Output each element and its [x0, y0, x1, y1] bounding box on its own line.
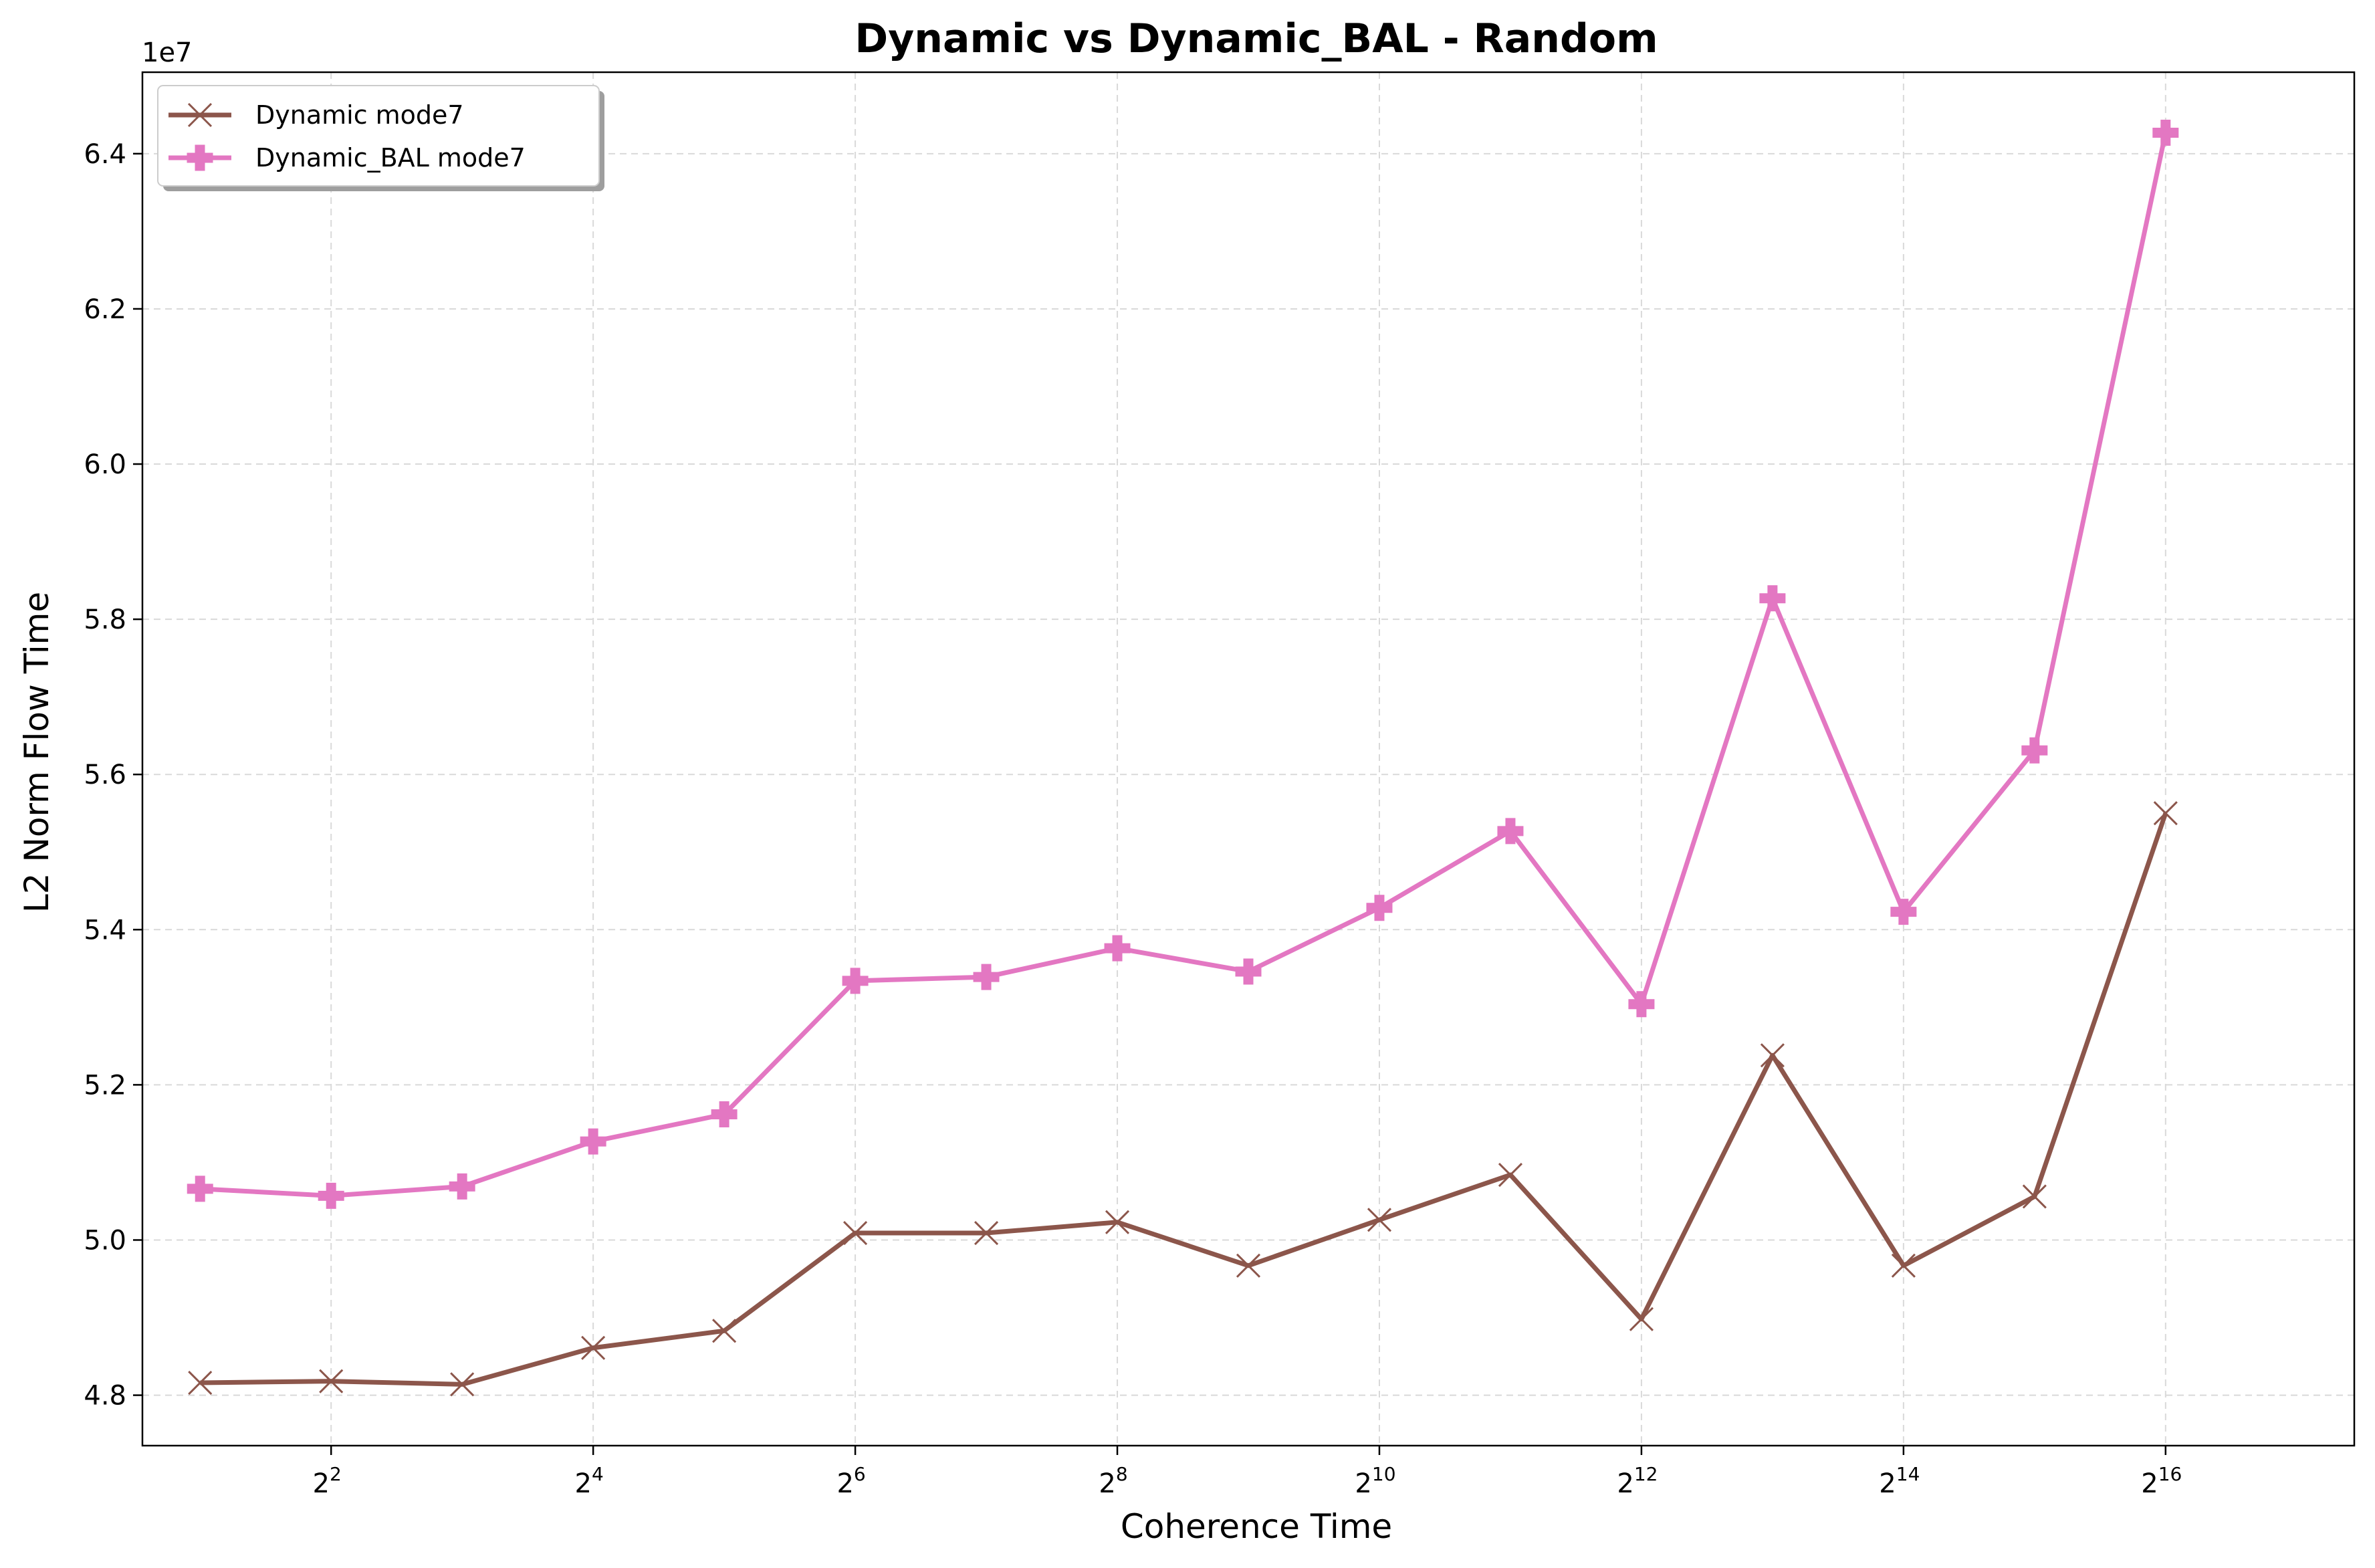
data-point-marker: [1760, 1043, 1785, 1068]
y-tick-label: 5.8: [84, 604, 126, 635]
x-tick-label: 28: [1099, 1463, 1127, 1499]
data-point-marker: [2022, 1184, 2047, 1209]
data-point-marker: [1497, 818, 1524, 845]
data-point-marker: [2021, 737, 2048, 764]
y-tick-label: 6.2: [84, 294, 126, 325]
legend-label: Dynamic mode7: [255, 100, 464, 130]
data-point-marker: [1235, 958, 1262, 985]
x-tick-label: 214: [1879, 1463, 1920, 1499]
series-line: [200, 812, 2168, 1387]
data-point-marker: [581, 1335, 606, 1360]
plot-area-frame: [141, 71, 2356, 1447]
y-axis-label: L2 Norm Flow Time: [17, 592, 56, 913]
x-axis-ticks: 22 24 26 28 210 212 214 216: [313, 1446, 2182, 1499]
legend-marker: [187, 102, 213, 128]
legend-label: Dynamic_BAL mode7: [255, 143, 526, 173]
data-point-marker: [1890, 899, 1917, 925]
data-point-marker: [1628, 991, 1655, 1018]
data-point-marker: [843, 1220, 868, 1246]
data-point-marker: [1759, 585, 1786, 612]
y-tick-label: 6.0: [84, 449, 126, 480]
y-tick-label: 5.6: [84, 760, 126, 790]
x-tick-label: 26: [836, 1463, 865, 1499]
data-point-marker: [1498, 1162, 1523, 1188]
data-point-marker: [580, 1128, 606, 1155]
series-layer: [187, 120, 2179, 1397]
data-point-marker: [1105, 1210, 1130, 1234]
legend-item: Dynamic mode7: [168, 100, 464, 130]
y-tick-label: 5.4: [84, 915, 126, 945]
data-point-marker: [974, 1220, 999, 1246]
x-tick-label: 216: [2141, 1463, 2182, 1499]
data-point-marker: [711, 1101, 738, 1127]
legend-box: [157, 85, 600, 187]
x-axis-label: Coherence Time: [1121, 1507, 1392, 1546]
legend-marker: [187, 144, 213, 171]
x-tick-label: 212: [1617, 1463, 1658, 1499]
y-axis-ticks: 4.8 5.0 5.2 5.4 5.6 5.8 6.0 6.2 6.4: [84, 139, 142, 1412]
y-tick-label: 4.8: [84, 1381, 126, 1412]
data-point-marker: [450, 1372, 475, 1397]
series-1: [188, 801, 2178, 1397]
x-tick-label: 22: [313, 1463, 342, 1499]
data-point-marker: [1236, 1253, 1261, 1278]
data-point-marker: [712, 1319, 737, 1343]
data-point-marker: [1891, 1253, 1916, 1278]
series-2: [187, 120, 2179, 1209]
data-point-marker: [1366, 895, 1393, 921]
data-point-marker: [2152, 120, 2179, 146]
x-tick-label: 24: [575, 1463, 604, 1499]
data-point-marker: [188, 1370, 213, 1395]
data-point-marker: [1367, 1208, 1392, 1232]
chart-title: Dynamic vs Dynamic_BAL - Random: [855, 15, 1658, 62]
series-line: [200, 132, 2168, 1198]
x-tick-label: 210: [1355, 1463, 1395, 1499]
y-axis-offset-label: 1e7: [142, 37, 193, 68]
legend: Dynamic mode7 Dynamic_BAL mode7: [157, 85, 604, 191]
data-point-marker: [449, 1173, 475, 1200]
data-point-marker: [2153, 801, 2178, 826]
y-tick-label: 5.2: [84, 1070, 126, 1101]
data-point-marker: [1629, 1307, 1654, 1331]
data-point-marker: [318, 1182, 344, 1209]
data-point-marker: [1104, 935, 1131, 962]
data-point-marker: [319, 1369, 344, 1393]
data-point-marker: [973, 964, 1000, 990]
data-point-marker: [187, 1175, 213, 1202]
legend-item: Dynamic_BAL mode7: [168, 143, 526, 173]
y-tick-label: 5.0: [84, 1225, 126, 1256]
data-point-marker: [842, 968, 869, 994]
y-tick-label: 6.4: [84, 139, 126, 170]
